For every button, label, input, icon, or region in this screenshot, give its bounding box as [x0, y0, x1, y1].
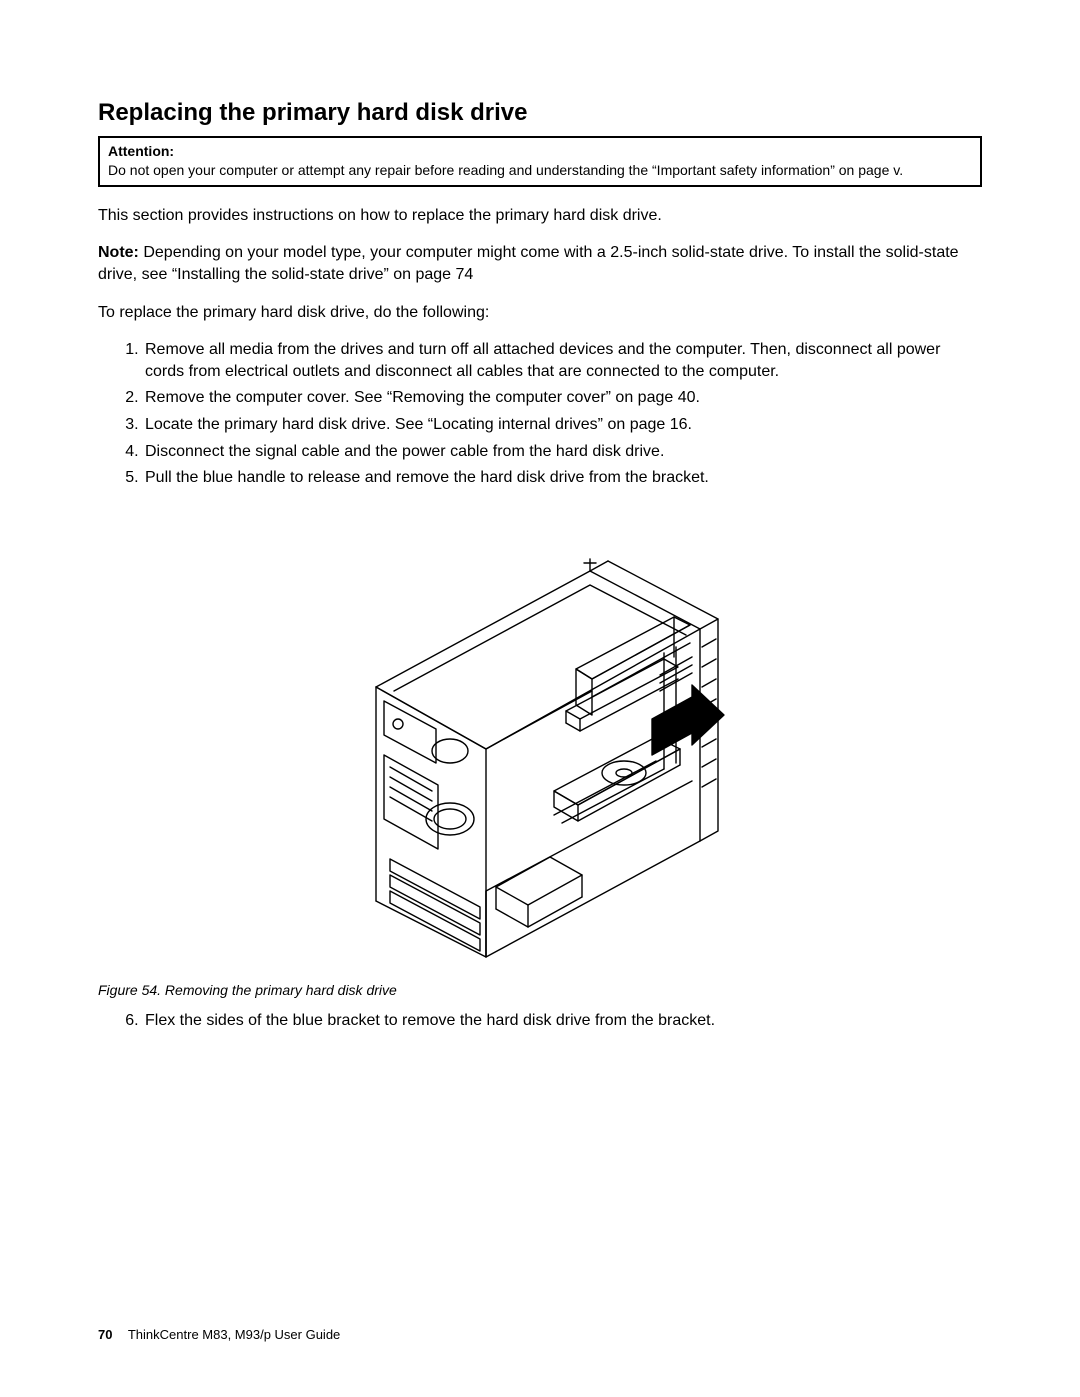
page-number: 70 [98, 1327, 112, 1342]
section-title: Replacing the primary hard disk drive [98, 100, 982, 126]
step-item: Flex the sides of the blue bracket to re… [143, 1010, 982, 1032]
note-label: Note: [98, 244, 139, 261]
steps-list: Remove all media from the drives and tur… [98, 339, 982, 489]
step-item: Remove all media from the drives and tur… [143, 339, 982, 382]
steps-list-continued: Flex the sides of the blue bracket to re… [98, 1010, 982, 1032]
content-area: Replacing the primary hard disk drive At… [98, 100, 982, 1047]
note-paragraph: Note: Depending on your model type, your… [98, 242, 982, 285]
attention-text: Do not open your computer or attempt any… [108, 162, 903, 178]
step-item: Locate the primary hard disk drive. See … [143, 414, 982, 436]
step-item: Pull the blue handle to release and remo… [143, 467, 982, 489]
computer-tower-icon [340, 519, 740, 959]
attention-box: Attention: Do not open your computer or … [98, 136, 982, 186]
document-title: ThinkCentre M83, M93/p User Guide [128, 1327, 340, 1342]
page-footer: 70 ThinkCentre M83, M93/p User Guide [98, 1327, 340, 1342]
figure-container [98, 519, 982, 964]
figure-caption: Figure 54. Removing the primary hard dis… [98, 982, 982, 998]
step-item: Remove the computer cover. See “Removing… [143, 387, 982, 409]
note-text: Depending on your model type, your compu… [98, 244, 959, 283]
step-item: Disconnect the signal cable and the powe… [143, 441, 982, 463]
document-page: Replacing the primary hard disk drive At… [0, 0, 1080, 1397]
lead-paragraph: To replace the primary hard disk drive, … [98, 302, 982, 324]
figure-image [340, 519, 740, 964]
attention-label: Attention: [108, 143, 174, 159]
intro-paragraph: This section provides instructions on ho… [98, 205, 982, 227]
